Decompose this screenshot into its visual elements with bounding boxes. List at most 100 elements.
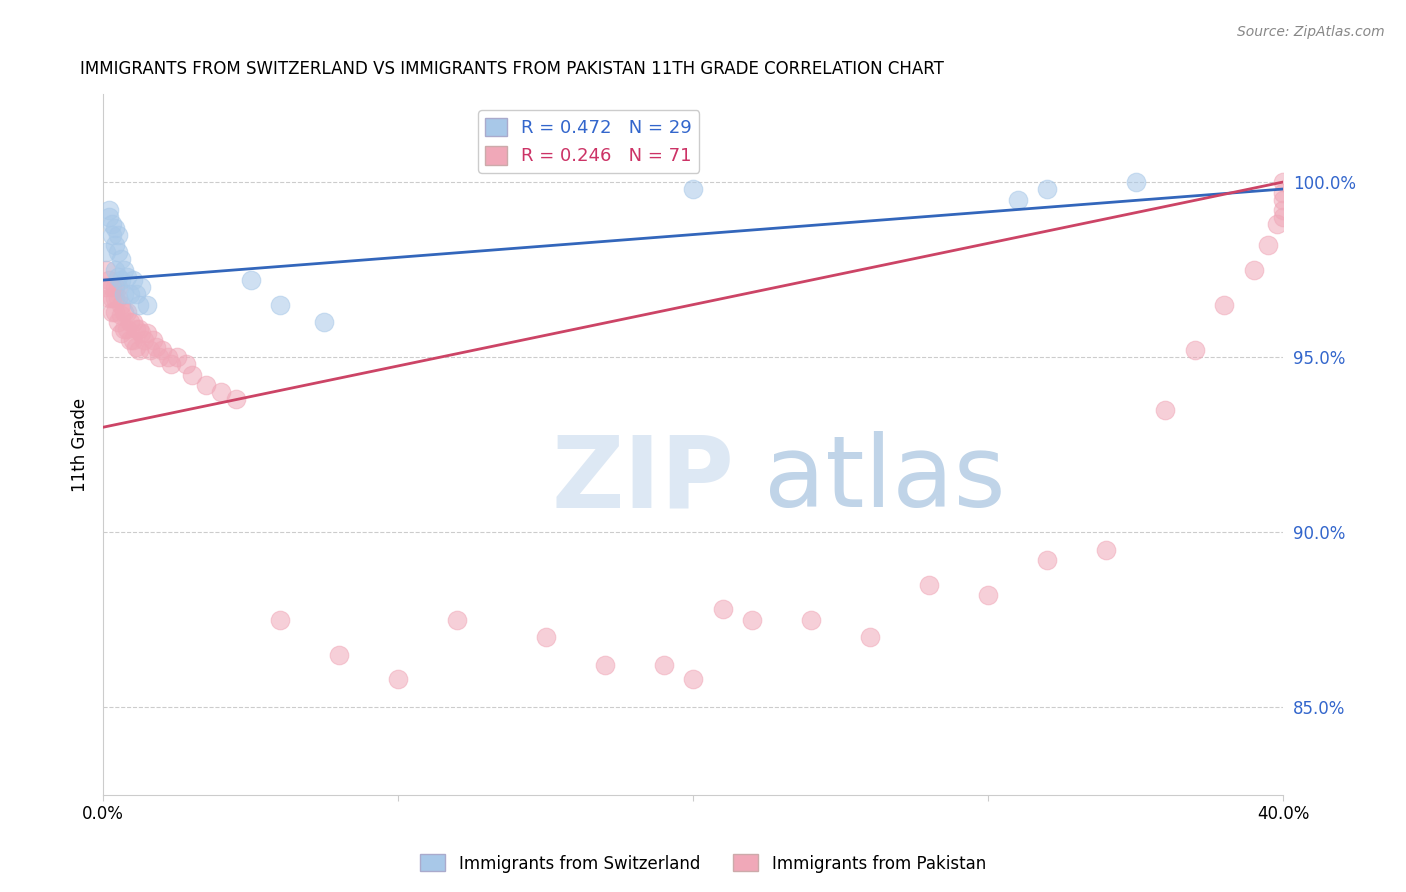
Point <box>160 357 183 371</box>
Point <box>195 378 218 392</box>
Point <box>124 322 146 336</box>
Point <box>166 350 188 364</box>
Point <box>98 210 121 224</box>
Point <box>652 658 675 673</box>
Point <box>534 631 557 645</box>
Point <box>682 182 704 196</box>
Point <box>101 217 124 231</box>
Point <box>124 340 146 354</box>
Point <box>1272 175 1295 189</box>
Point <box>121 333 143 347</box>
Point <box>121 315 143 329</box>
Point <box>110 273 132 287</box>
Point <box>110 326 132 340</box>
Point <box>269 613 291 627</box>
Point <box>239 273 262 287</box>
Point <box>128 322 150 336</box>
Point <box>593 658 616 673</box>
Point <box>682 673 704 687</box>
Point <box>136 326 159 340</box>
Point <box>104 238 127 252</box>
Point <box>139 343 162 358</box>
Point <box>157 350 180 364</box>
Point <box>711 602 734 616</box>
Point <box>121 273 143 287</box>
Point <box>118 315 141 329</box>
Point <box>104 291 127 305</box>
Point <box>101 291 124 305</box>
Point <box>269 298 291 312</box>
Point <box>115 322 138 336</box>
Point <box>94 262 117 277</box>
Point <box>174 357 197 371</box>
Point <box>118 333 141 347</box>
Point <box>107 269 129 284</box>
Point <box>145 340 167 354</box>
Point <box>124 287 146 301</box>
Point <box>112 287 135 301</box>
Point <box>209 385 232 400</box>
Point <box>112 322 135 336</box>
Point <box>1184 343 1206 358</box>
Point <box>98 202 121 217</box>
Point <box>118 287 141 301</box>
Point <box>150 343 173 358</box>
Point <box>110 298 132 312</box>
Point <box>1154 402 1177 417</box>
Point <box>136 298 159 312</box>
Point <box>101 280 124 294</box>
Point <box>104 220 127 235</box>
Legend: Immigrants from Switzerland, Immigrants from Pakistan: Immigrants from Switzerland, Immigrants … <box>413 847 993 880</box>
Point <box>328 648 350 662</box>
Point <box>446 613 468 627</box>
Text: atlas: atlas <box>763 431 1005 528</box>
Point <box>1036 182 1059 196</box>
Point <box>314 315 336 329</box>
Point <box>110 308 132 322</box>
Point <box>225 392 247 407</box>
Point <box>115 304 138 318</box>
Point <box>1125 175 1147 189</box>
Point <box>104 304 127 318</box>
Text: ZIP: ZIP <box>551 431 734 528</box>
Point <box>94 245 117 260</box>
Point <box>104 262 127 277</box>
Point <box>180 368 202 382</box>
Point <box>918 578 941 592</box>
Y-axis label: 11th Grade: 11th Grade <box>72 398 89 491</box>
Point <box>1265 217 1288 231</box>
Point <box>112 304 135 318</box>
Point <box>1007 193 1029 207</box>
Point <box>128 298 150 312</box>
Point <box>134 333 156 347</box>
Point <box>1243 262 1265 277</box>
Point <box>977 588 1000 602</box>
Point <box>148 350 170 364</box>
Point <box>1036 553 1059 567</box>
Point <box>1272 186 1295 200</box>
Point <box>859 631 882 645</box>
Point <box>107 227 129 242</box>
Text: IMMIGRANTS FROM SWITZERLAND VS IMMIGRANTS FROM PAKISTAN 11TH GRADE CORRELATION C: IMMIGRANTS FROM SWITZERLAND VS IMMIGRANT… <box>80 60 943 78</box>
Point <box>98 291 121 305</box>
Point <box>107 280 129 294</box>
Point <box>107 245 129 260</box>
Point <box>131 280 153 294</box>
Point <box>1272 210 1295 224</box>
Point <box>1272 193 1295 207</box>
Point <box>1272 202 1295 217</box>
Point <box>110 252 132 266</box>
Point <box>107 291 129 305</box>
Point <box>741 613 763 627</box>
Point <box>142 333 165 347</box>
Point <box>104 280 127 294</box>
Point <box>94 280 117 294</box>
Point <box>1257 238 1279 252</box>
Legend: R = 0.472   N = 29, R = 0.246   N = 71: R = 0.472 N = 29, R = 0.246 N = 71 <box>478 111 699 173</box>
Point <box>112 262 135 277</box>
Point <box>101 227 124 242</box>
Text: Source: ZipAtlas.com: Source: ZipAtlas.com <box>1237 25 1385 39</box>
Point <box>98 273 121 287</box>
Point <box>131 326 153 340</box>
Point <box>128 343 150 358</box>
